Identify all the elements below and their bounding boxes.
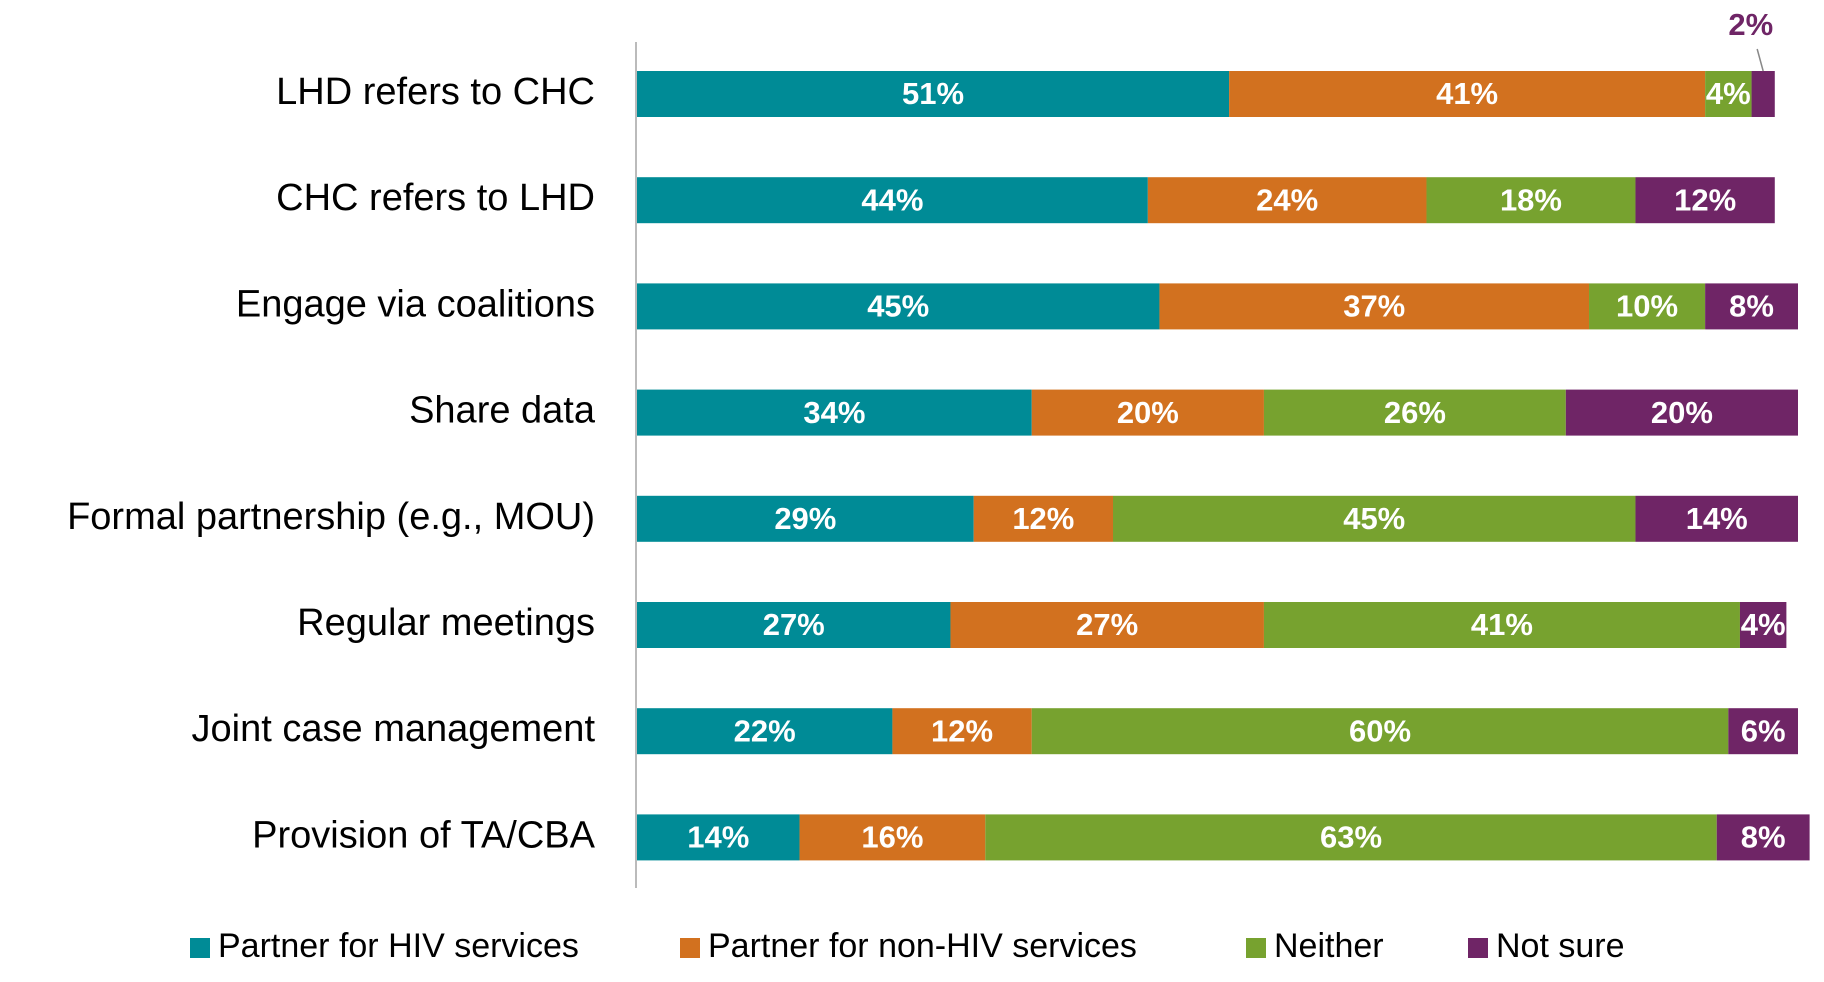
bar-segment <box>1565 389 1798 436</box>
bar-segment <box>1751 71 1775 117</box>
legend-label: Partner for non-HIV services <box>708 927 1137 965</box>
bar-segment <box>1159 283 1590 330</box>
bar-segment <box>1739 602 1787 648</box>
value-label: 27% <box>763 607 825 642</box>
leader-line <box>1756 48 1764 72</box>
value-label: 20% <box>1117 395 1179 430</box>
value-label: 60% <box>1349 713 1411 748</box>
bar-segment <box>950 602 1264 648</box>
bar-segment <box>637 71 1230 117</box>
bar-segment <box>1031 708 1729 755</box>
legend-label: Partner for HIV services <box>218 927 579 965</box>
value-label: 10% <box>1616 289 1678 324</box>
bar-segment <box>1728 708 1798 755</box>
value-label: 12% <box>1012 501 1074 536</box>
category-label: Regular meetings <box>297 602 595 644</box>
value-label: 29% <box>774 501 836 536</box>
value-label: 12% <box>931 713 993 748</box>
category-label: Engage via coalitions <box>236 283 595 325</box>
value-label: 45% <box>1343 501 1405 536</box>
bar-segment <box>637 495 974 542</box>
value-label: 41% <box>1436 76 1498 111</box>
bar-segment <box>637 389 1032 436</box>
bar-segment <box>892 708 1032 755</box>
bar-segment <box>985 814 1717 861</box>
category-label: Formal partnership (e.g., MOU) <box>67 496 595 538</box>
bar-segment <box>973 495 1114 542</box>
bar-segment <box>1031 389 1264 436</box>
bar-segment <box>1263 602 1740 648</box>
category-label: LHD refers to CHC <box>276 71 595 113</box>
bar-segment <box>637 283 1160 330</box>
bar-segment <box>637 708 893 755</box>
bar-segment <box>1147 177 1427 224</box>
bar-segment <box>1635 495 1798 542</box>
category-label: CHC refers to LHD <box>276 177 595 219</box>
value-label: 18% <box>1500 182 1562 217</box>
value-label: 34% <box>803 395 865 430</box>
value-label: 4% <box>1706 76 1751 111</box>
value-label: 6% <box>1741 713 1786 748</box>
bar-segment <box>1426 177 1636 224</box>
value-label: 37% <box>1343 289 1405 324</box>
bar-segment <box>637 602 951 648</box>
value-label: 8% <box>1729 289 1774 324</box>
category-label: Share data <box>409 390 596 432</box>
bar-segment <box>1705 71 1752 117</box>
legend-label: Neither <box>1274 927 1384 965</box>
value-label: 8% <box>1741 820 1786 855</box>
value-label: 4% <box>1741 607 1786 642</box>
value-label: 14% <box>687 820 749 855</box>
value-label: 14% <box>1686 501 1748 536</box>
category-label: Provision of TA/CBA <box>252 814 595 856</box>
bar-segment <box>1263 389 1566 436</box>
legend-swatch <box>1246 938 1266 958</box>
legend-swatch <box>190 938 210 958</box>
bar-segment <box>1589 283 1706 330</box>
legend-swatch <box>680 938 700 958</box>
legend-swatch <box>1468 938 1488 958</box>
bar-segment <box>637 814 800 861</box>
value-label: 41% <box>1471 607 1533 642</box>
value-label: 27% <box>1076 607 1138 642</box>
value-label: 2% <box>1728 7 1773 42</box>
bar-segment <box>1113 495 1636 542</box>
value-label: 24% <box>1256 182 1318 217</box>
value-label: 20% <box>1651 395 1713 430</box>
category-label: Joint case management <box>192 708 596 750</box>
bar-segment <box>1716 814 1810 861</box>
value-label: 45% <box>867 289 929 324</box>
bar-segment <box>1705 283 1798 330</box>
value-label: 26% <box>1384 395 1446 430</box>
bar-segment <box>1635 177 1775 224</box>
bar-segment <box>799 814 986 861</box>
value-label: 63% <box>1320 820 1382 855</box>
value-label: 16% <box>861 820 923 855</box>
value-label: 12% <box>1674 182 1736 217</box>
value-label: 22% <box>734 713 796 748</box>
legend-label: Not sure <box>1496 927 1625 965</box>
bar-segment <box>1229 71 1706 117</box>
value-label: 44% <box>861 182 923 217</box>
bar-segment <box>637 177 1148 224</box>
value-label: 51% <box>902 76 964 111</box>
